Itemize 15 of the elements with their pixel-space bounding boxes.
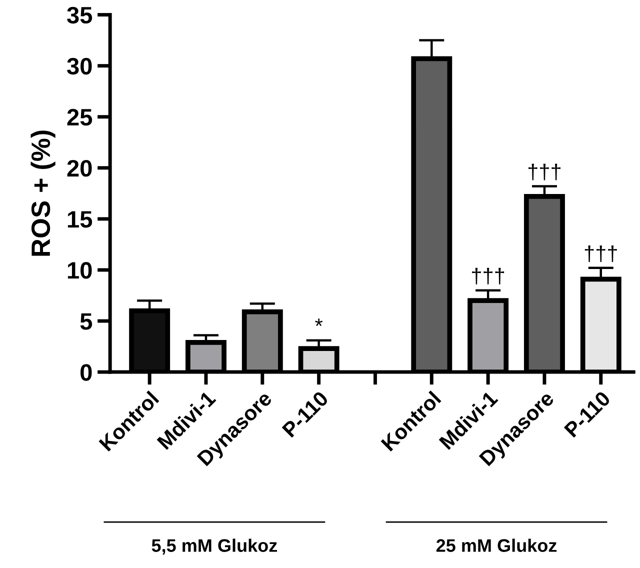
- data-label: †††: [472, 268, 504, 284]
- text: 5,5 mM Glukoz: [152, 538, 278, 555]
- y-tick-label: 30: [67, 58, 92, 75]
- y-tick-label: 10: [68, 262, 92, 279]
- y-tick-label: 35: [67, 6, 92, 24]
- data-label: †††: [584, 245, 617, 262]
- y-tick-label: 15: [68, 211, 92, 228]
- y-tick-label: 0: [80, 364, 92, 381]
- text: 25 mM Glukoz: [436, 538, 557, 552]
- y-tick-label: 20: [67, 160, 92, 177]
- y-axis-title: ROS + (%): [30, 130, 56, 256]
- data-label: †††: [528, 164, 560, 180]
- y-tick-label: 5: [80, 313, 92, 330]
- data-label: *: [315, 318, 323, 326]
- y-tick-label: 25: [67, 108, 92, 126]
